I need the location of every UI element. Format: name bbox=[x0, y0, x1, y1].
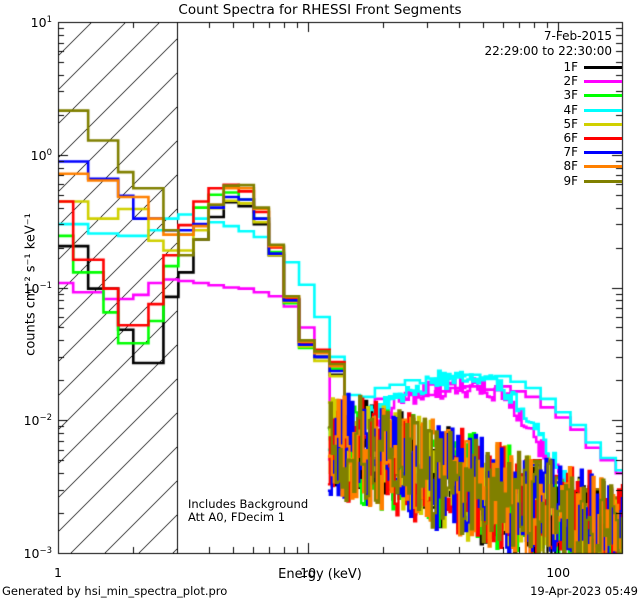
legend-time-label: 22:29:00 to 22:30:00 bbox=[484, 44, 612, 58]
legend-item-label: 1F bbox=[563, 60, 578, 74]
legend-item-label: 2F bbox=[563, 74, 578, 89]
legend-item-label: 7F bbox=[563, 145, 578, 160]
legend-color-swatch bbox=[584, 94, 622, 98]
legend-item-4f: 4F bbox=[540, 103, 622, 117]
legend-item-5f: 5F bbox=[540, 117, 622, 131]
legend-color-swatch bbox=[584, 165, 622, 169]
legend-date-label: 7-Feb-2015 bbox=[543, 29, 612, 43]
legend-color-swatch bbox=[584, 80, 622, 84]
legend-item-3f: 3F bbox=[540, 88, 622, 102]
footer-timestamp-label: 19-Apr-2023 05:49 bbox=[530, 584, 638, 598]
y-tick-label: 10−1 bbox=[23, 280, 52, 296]
y-tick-label: 100 bbox=[30, 147, 52, 163]
legend-item-7f: 7F bbox=[540, 145, 622, 159]
legend-item-label: 9F bbox=[563, 173, 578, 188]
legend-item-label: 8F bbox=[563, 159, 578, 174]
x-tick-label: 100 bbox=[546, 565, 571, 580]
legend-color-swatch bbox=[584, 122, 622, 126]
page-title: Count Spectra for RHESSI Front Segments bbox=[178, 2, 462, 18]
legend-item-2f: 2F bbox=[540, 74, 622, 88]
legend-item-label: 3F bbox=[563, 88, 578, 103]
annotation-attenuator-state: Att A0, FDecim 1 bbox=[188, 510, 286, 524]
legend-color-swatch bbox=[584, 108, 622, 112]
footer-generator-label: Generated by hsi_min_spectra_plot.pro bbox=[2, 584, 228, 598]
annotation-includes-background: Includes Background bbox=[188, 497, 309, 511]
x-tick-label: 1 bbox=[54, 565, 62, 580]
y-tick-label: 101 bbox=[30, 14, 52, 30]
legend-color-swatch bbox=[584, 151, 622, 155]
legend-item-9f: 9F bbox=[540, 174, 622, 188]
x-tick-label: 10 bbox=[300, 565, 317, 580]
y-tick-label: 10−2 bbox=[23, 413, 52, 429]
legend-item-1f: 1F bbox=[540, 60, 622, 74]
y-tick-label: 10−3 bbox=[23, 545, 52, 561]
x-axis-label: Energy (keV) bbox=[278, 567, 362, 582]
legend-item-8f: 8F bbox=[540, 159, 622, 173]
legend-item-label: 4F bbox=[563, 102, 578, 117]
legend-color-swatch bbox=[584, 66, 622, 69]
legend-item-label: 6F bbox=[563, 131, 578, 145]
legend-item-label: 5F bbox=[563, 116, 578, 131]
legend-item-6f: 6F bbox=[540, 131, 622, 145]
legend-color-swatch bbox=[584, 179, 622, 183]
legend-color-swatch bbox=[584, 137, 622, 140]
